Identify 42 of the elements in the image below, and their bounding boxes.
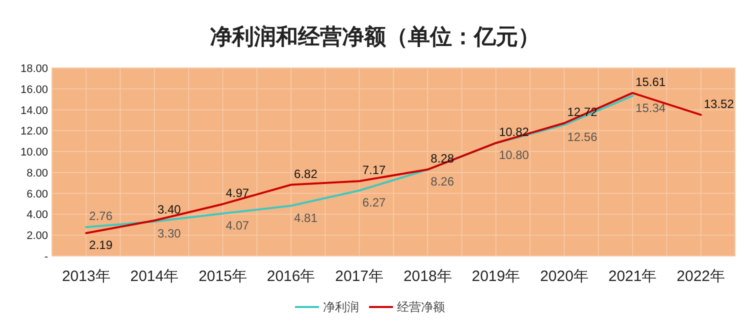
- y-tick-label: 18.00: [20, 63, 48, 75]
- x-tick-label: 2013年: [62, 268, 110, 285]
- data-label: 3.40: [157, 202, 182, 216]
- y-tick-label: 10.00: [20, 146, 48, 159]
- legend-label: 经营净额: [397, 300, 445, 314]
- y-tick-label: 8.00: [26, 167, 48, 180]
- y-tick-label: 16.00: [20, 84, 48, 96]
- data-label: 2.19: [89, 238, 113, 252]
- data-label: 10.82: [498, 124, 530, 139]
- y-tick-label: 4.00: [26, 209, 48, 222]
- data-label: 12.56: [567, 130, 598, 144]
- data-label: 8.28: [430, 152, 454, 166]
- x-tick-label: 2020年: [540, 268, 588, 285]
- data-label: 15.61: [636, 74, 666, 89]
- y-tick-label: 6.00: [26, 188, 48, 200]
- data-label: 10.80: [498, 148, 530, 162]
- data-label: 2.76: [89, 209, 113, 224]
- data-label: 6.27: [362, 196, 386, 210]
- data-label: 3.30: [157, 226, 182, 241]
- x-tick-label: 2022年: [676, 268, 726, 285]
- y-tick-label: 12.00: [20, 126, 48, 138]
- x-tick-label: 2016年: [266, 268, 316, 285]
- data-label: 15.34: [636, 100, 666, 115]
- chart-title: 净利润和经营净额（单位：亿元）: [210, 24, 540, 49]
- data-label: 4.81: [294, 210, 318, 225]
- data-label: 7.17: [362, 163, 386, 178]
- data-label: 13.52: [704, 96, 734, 111]
- data-label: 8.26: [430, 174, 454, 189]
- x-tick-label: 2014年: [130, 268, 179, 285]
- x-tick-label: 2021年: [608, 268, 657, 285]
- y-tick-label: 2.00: [26, 230, 48, 242]
- y-tick-label: -: [44, 251, 48, 263]
- x-tick-label: 2018年: [403, 268, 452, 285]
- data-label: 4.07: [226, 218, 250, 232]
- line-series: [85, 94, 634, 228]
- x-tick-label: 2019年: [472, 268, 520, 285]
- y-tick-label: 14.00: [20, 104, 48, 117]
- x-tick-label: 2017年: [335, 268, 384, 285]
- data-label: 4.97: [226, 186, 250, 200]
- legend-label: 净利润: [323, 300, 359, 314]
- x-tick-label: 2015年: [198, 268, 247, 285]
- data-label: 6.82: [294, 166, 318, 181]
